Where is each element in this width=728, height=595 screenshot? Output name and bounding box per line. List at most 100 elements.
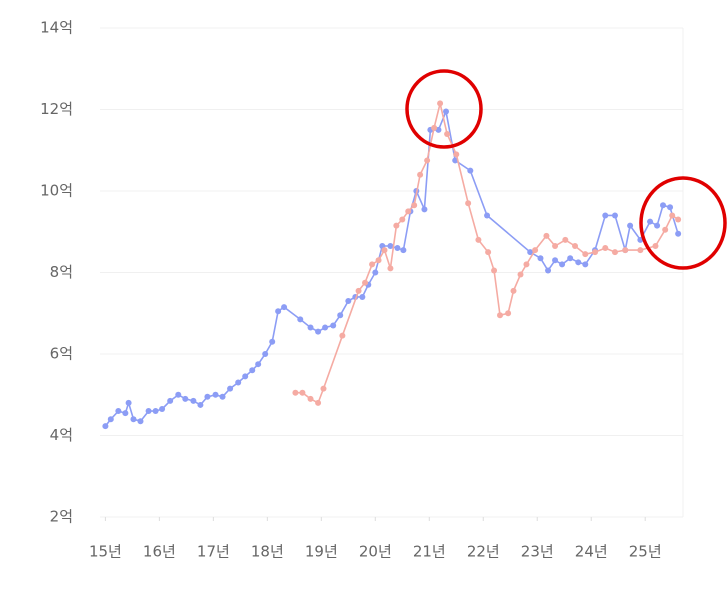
- point: [197, 401, 204, 408]
- point: [611, 249, 618, 256]
- point: [575, 259, 582, 266]
- point: [497, 312, 504, 319]
- point: [662, 226, 669, 233]
- point: [411, 202, 418, 209]
- point: [637, 247, 644, 254]
- point: [602, 245, 609, 252]
- point: [190, 397, 197, 404]
- point: [299, 389, 306, 396]
- point: [400, 247, 407, 254]
- point: [102, 423, 109, 430]
- point: [523, 261, 530, 268]
- plot: [102, 100, 682, 430]
- point: [652, 243, 659, 250]
- point: [543, 232, 550, 239]
- point: [393, 222, 400, 229]
- y-tick-label: 14억: [40, 19, 73, 37]
- point: [322, 324, 329, 331]
- point: [355, 287, 362, 294]
- point: [559, 261, 566, 268]
- y-tick-label: 2억: [50, 508, 73, 526]
- x-tick-label: 20년: [359, 543, 392, 561]
- point: [517, 271, 524, 278]
- point: [654, 222, 661, 229]
- point: [175, 391, 182, 398]
- point: [359, 293, 366, 300]
- point: [444, 130, 451, 137]
- series-line: [295, 103, 679, 405]
- point: [115, 408, 122, 415]
- series-line: [104, 108, 679, 427]
- point: [255, 361, 262, 368]
- highlight-circle: [639, 176, 727, 270]
- point: [387, 265, 394, 272]
- point: [484, 212, 491, 219]
- x-tick-label: 24년: [575, 543, 608, 561]
- point: [281, 304, 288, 311]
- x-tick-label: 16년: [143, 543, 176, 561]
- point: [182, 395, 189, 402]
- point: [545, 267, 552, 274]
- point: [611, 212, 618, 219]
- y-tick-label: 4억: [50, 426, 73, 444]
- point: [387, 243, 394, 250]
- point: [443, 108, 450, 115]
- x-tick-label: 19년: [305, 543, 338, 561]
- point: [627, 222, 634, 229]
- point: [227, 385, 234, 392]
- point: [262, 351, 269, 357]
- point: [647, 218, 654, 225]
- point: [249, 367, 256, 374]
- x-tick-label: 25년: [629, 543, 662, 561]
- point: [510, 287, 517, 294]
- point: [491, 267, 498, 274]
- point: [667, 204, 674, 211]
- point: [137, 418, 144, 425]
- y-tick-label: 8억: [50, 263, 73, 281]
- point: [330, 322, 337, 329]
- point: [399, 216, 406, 223]
- point: [485, 249, 492, 256]
- point: [669, 212, 676, 219]
- y-tick-label: 6억: [50, 345, 73, 363]
- highlight-circle: [405, 69, 483, 149]
- point: [527, 249, 534, 256]
- point: [567, 255, 574, 262]
- point: [465, 200, 472, 207]
- x-tick-label: 22년: [467, 543, 500, 561]
- point: [582, 251, 589, 258]
- point: [307, 324, 314, 331]
- point: [572, 243, 579, 250]
- point: [315, 328, 322, 335]
- point: [212, 391, 219, 398]
- point: [307, 395, 314, 402]
- point: [369, 261, 376, 268]
- y-tick-label: 10억: [40, 182, 73, 200]
- point: [339, 332, 346, 339]
- point: [675, 216, 682, 223]
- point: [532, 247, 539, 254]
- point: [297, 316, 304, 323]
- point: [337, 312, 344, 319]
- point: [562, 236, 569, 243]
- point: [235, 379, 242, 386]
- point: [219, 393, 226, 400]
- x-tick-label: 17년: [197, 543, 230, 561]
- point: [592, 249, 599, 256]
- point: [537, 255, 544, 262]
- point: [675, 230, 682, 237]
- point: [145, 408, 152, 415]
- point: [122, 410, 129, 417]
- point: [405, 208, 412, 215]
- point: [159, 406, 166, 413]
- point: [453, 151, 460, 158]
- point: [622, 247, 629, 254]
- point: [660, 202, 667, 209]
- x-tick-label: 18년: [251, 543, 284, 561]
- point: [345, 298, 352, 305]
- point: [269, 338, 276, 345]
- point: [505, 310, 512, 317]
- point: [320, 385, 327, 392]
- y-tick-label: 12억: [40, 100, 73, 118]
